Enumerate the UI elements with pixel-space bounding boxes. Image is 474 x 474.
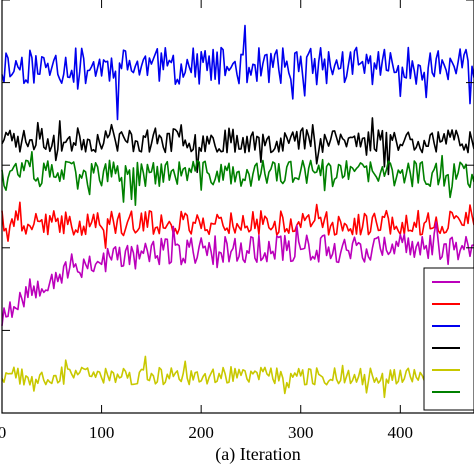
series-line-3	[1, 151, 474, 206]
series-line-6	[1, 355, 474, 401]
series-layer	[1, 24, 474, 401]
ticks-layer: 0 100 200 300 400	[0, 0, 474, 442]
series-line-1	[1, 24, 474, 121]
x-tick-label: 200	[188, 423, 214, 442]
legend	[423, 267, 474, 411]
series-line-4	[1, 201, 474, 249]
x-tick-label: 300	[288, 423, 314, 442]
legend-box	[423, 267, 474, 411]
series-line-5	[1, 221, 474, 326]
x-tick-label: 0	[0, 423, 6, 442]
x-tick-label: 400	[388, 423, 414, 442]
series-line-2	[1, 117, 474, 176]
x-tick-label: 100	[89, 423, 115, 442]
x-axis-title: (a) Iteration	[215, 444, 300, 465]
plot-frame	[1, 0, 474, 414]
